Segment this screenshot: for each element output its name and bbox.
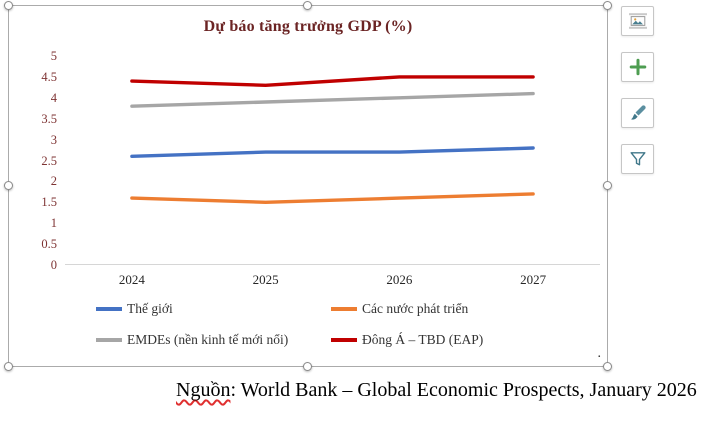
- layout-options-icon: [628, 13, 647, 29]
- chart-elements-button[interactable]: [621, 52, 654, 82]
- y-tick-label: 2: [50, 174, 57, 189]
- selection-handle-middle-right[interactable]: [603, 181, 612, 190]
- selection-handle-top-right[interactable]: [603, 1, 612, 10]
- selection-handle-bottom-center[interactable]: [303, 362, 312, 371]
- legend-label: Đông Á – TBD (EAP): [362, 332, 484, 347]
- source-caption: Nguồn: World Bank – Global Economic Pros…: [176, 379, 697, 402]
- y-tick-label: 4.5: [41, 69, 57, 84]
- caption-misspelled-word: Nguồn: [176, 379, 231, 401]
- legend-swatch: [96, 307, 122, 311]
- legend-label: Thế giới: [127, 301, 173, 316]
- line-series[interactable]: [130, 192, 535, 205]
- y-tick-label: 3: [50, 132, 57, 147]
- x-tick-label: 2026: [386, 272, 413, 287]
- selection-handle-top-center[interactable]: [303, 1, 312, 10]
- legend-swatch: [331, 338, 357, 342]
- trailing-period: .: [597, 346, 602, 361]
- line-series[interactable]: [130, 146, 535, 159]
- selection-handle-middle-left[interactable]: [4, 181, 13, 190]
- selection-handle-bottom-left[interactable]: [4, 362, 13, 371]
- x-axis: 2024 2025 2026 2027: [65, 270, 600, 288]
- y-tick-label: 1.5: [41, 195, 57, 210]
- funnel-icon: [630, 152, 645, 166]
- chart-filters-button[interactable]: [621, 144, 654, 174]
- legend-item[interactable]: EMDEs (nền kinh tế mới nổi): [96, 333, 331, 347]
- y-tick-label: 4: [50, 90, 57, 105]
- legend-label: EMDEs (nền kinh tế mới nổi): [127, 332, 289, 347]
- chart-object[interactable]: Dự báo tăng trưởng GDP (%) 0 0.5 1 1.5 2 2.5 3…: [4, 1, 612, 371]
- plus-icon: [629, 58, 646, 76]
- legend-item[interactable]: Các nước phát triển: [331, 302, 566, 316]
- selection-handle-bottom-right[interactable]: [603, 362, 612, 371]
- y-tick-label: 2.5: [41, 153, 57, 168]
- chart-legend: Thế giới Các nước phát triển EMDEs (nền ki…: [96, 302, 566, 347]
- line-series[interactable]: [130, 91, 535, 108]
- x-tick-label: 2024: [118, 272, 145, 287]
- x-tick-label: 2027: [520, 272, 547, 287]
- legend-swatch: [331, 307, 357, 311]
- chart-plot-canvas: [130, 75, 535, 205]
- legend-label: Các nước phát triển: [362, 301, 469, 316]
- legend-item[interactable]: Thế giới: [96, 302, 331, 316]
- y-tick-label: 0: [50, 258, 57, 272]
- x-tick-label: 2025: [252, 272, 279, 287]
- legend-item[interactable]: Đông Á – TBD (EAP): [331, 333, 566, 347]
- y-tick-label: 0.5: [41, 237, 57, 252]
- chart-styles-button[interactable]: [621, 98, 654, 128]
- chart-title: Dự báo tăng trưởng GDP (%): [203, 18, 413, 35]
- paintbrush-icon: [630, 105, 646, 120]
- selection-handle-top-left[interactable]: [4, 1, 13, 10]
- layout-options-button[interactable]: [621, 6, 654, 36]
- caption-text: : World Bank – Global Economic Prospects…: [230, 379, 697, 401]
- legend-swatch: [96, 338, 122, 342]
- chart-tool-buttons: [621, 6, 654, 174]
- line-series[interactable]: [130, 75, 535, 87]
- y-tick-label: 5: [50, 49, 57, 63]
- plot-area: [65, 56, 600, 265]
- y-axis: 0 0.5 1 1.5 2 2.5 3 3.5 4 4.5 5: [23, 49, 57, 272]
- y-tick-label: 3.5: [41, 111, 57, 126]
- y-tick-label: 1: [50, 216, 57, 231]
